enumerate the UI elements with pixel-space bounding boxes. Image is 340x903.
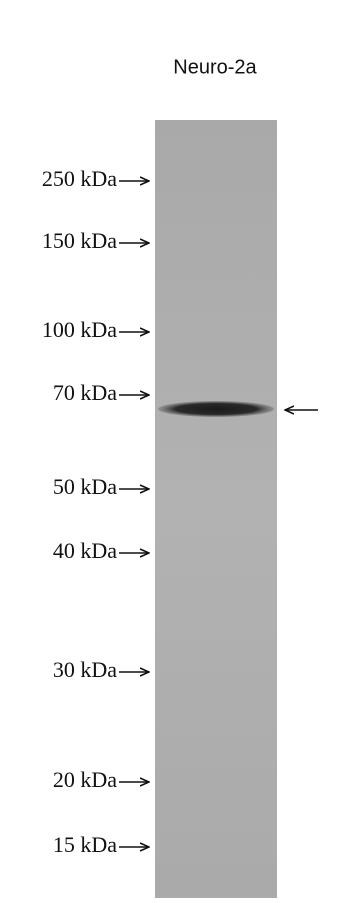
watermark: WWW.PTGLAB.COM <box>50 190 99 830</box>
marker-label: 15 kDa <box>53 832 117 857</box>
marker-label: 20 kDa <box>53 767 117 792</box>
marker-label: 250 kDa <box>42 166 117 191</box>
marker-label: 150 kDa <box>42 228 117 253</box>
band <box>158 401 274 417</box>
marker-label: 30 kDa <box>53 657 117 682</box>
marker-label: 40 kDa <box>53 538 117 563</box>
marker-label: 50 kDa <box>53 474 117 499</box>
marker-label: 100 kDa <box>42 317 117 342</box>
blot-lane <box>155 120 277 898</box>
lane-label: Neuro-2a <box>173 56 257 78</box>
marker-label: 70 kDa <box>53 380 117 405</box>
marker-group: 250 kDa 150 kDa 100 kDa 70 kDa 50 kDa 40 kDa 3… <box>42 166 149 857</box>
